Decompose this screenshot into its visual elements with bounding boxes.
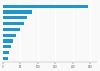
Bar — [3, 22, 24, 25]
Bar — [3, 5, 88, 8]
Bar — [3, 57, 8, 60]
Bar — [3, 39, 13, 43]
Bar — [3, 34, 16, 37]
Bar — [3, 28, 20, 31]
Bar — [3, 51, 9, 54]
Bar — [3, 16, 27, 19]
Bar — [3, 45, 11, 48]
Bar — [3, 10, 32, 14]
